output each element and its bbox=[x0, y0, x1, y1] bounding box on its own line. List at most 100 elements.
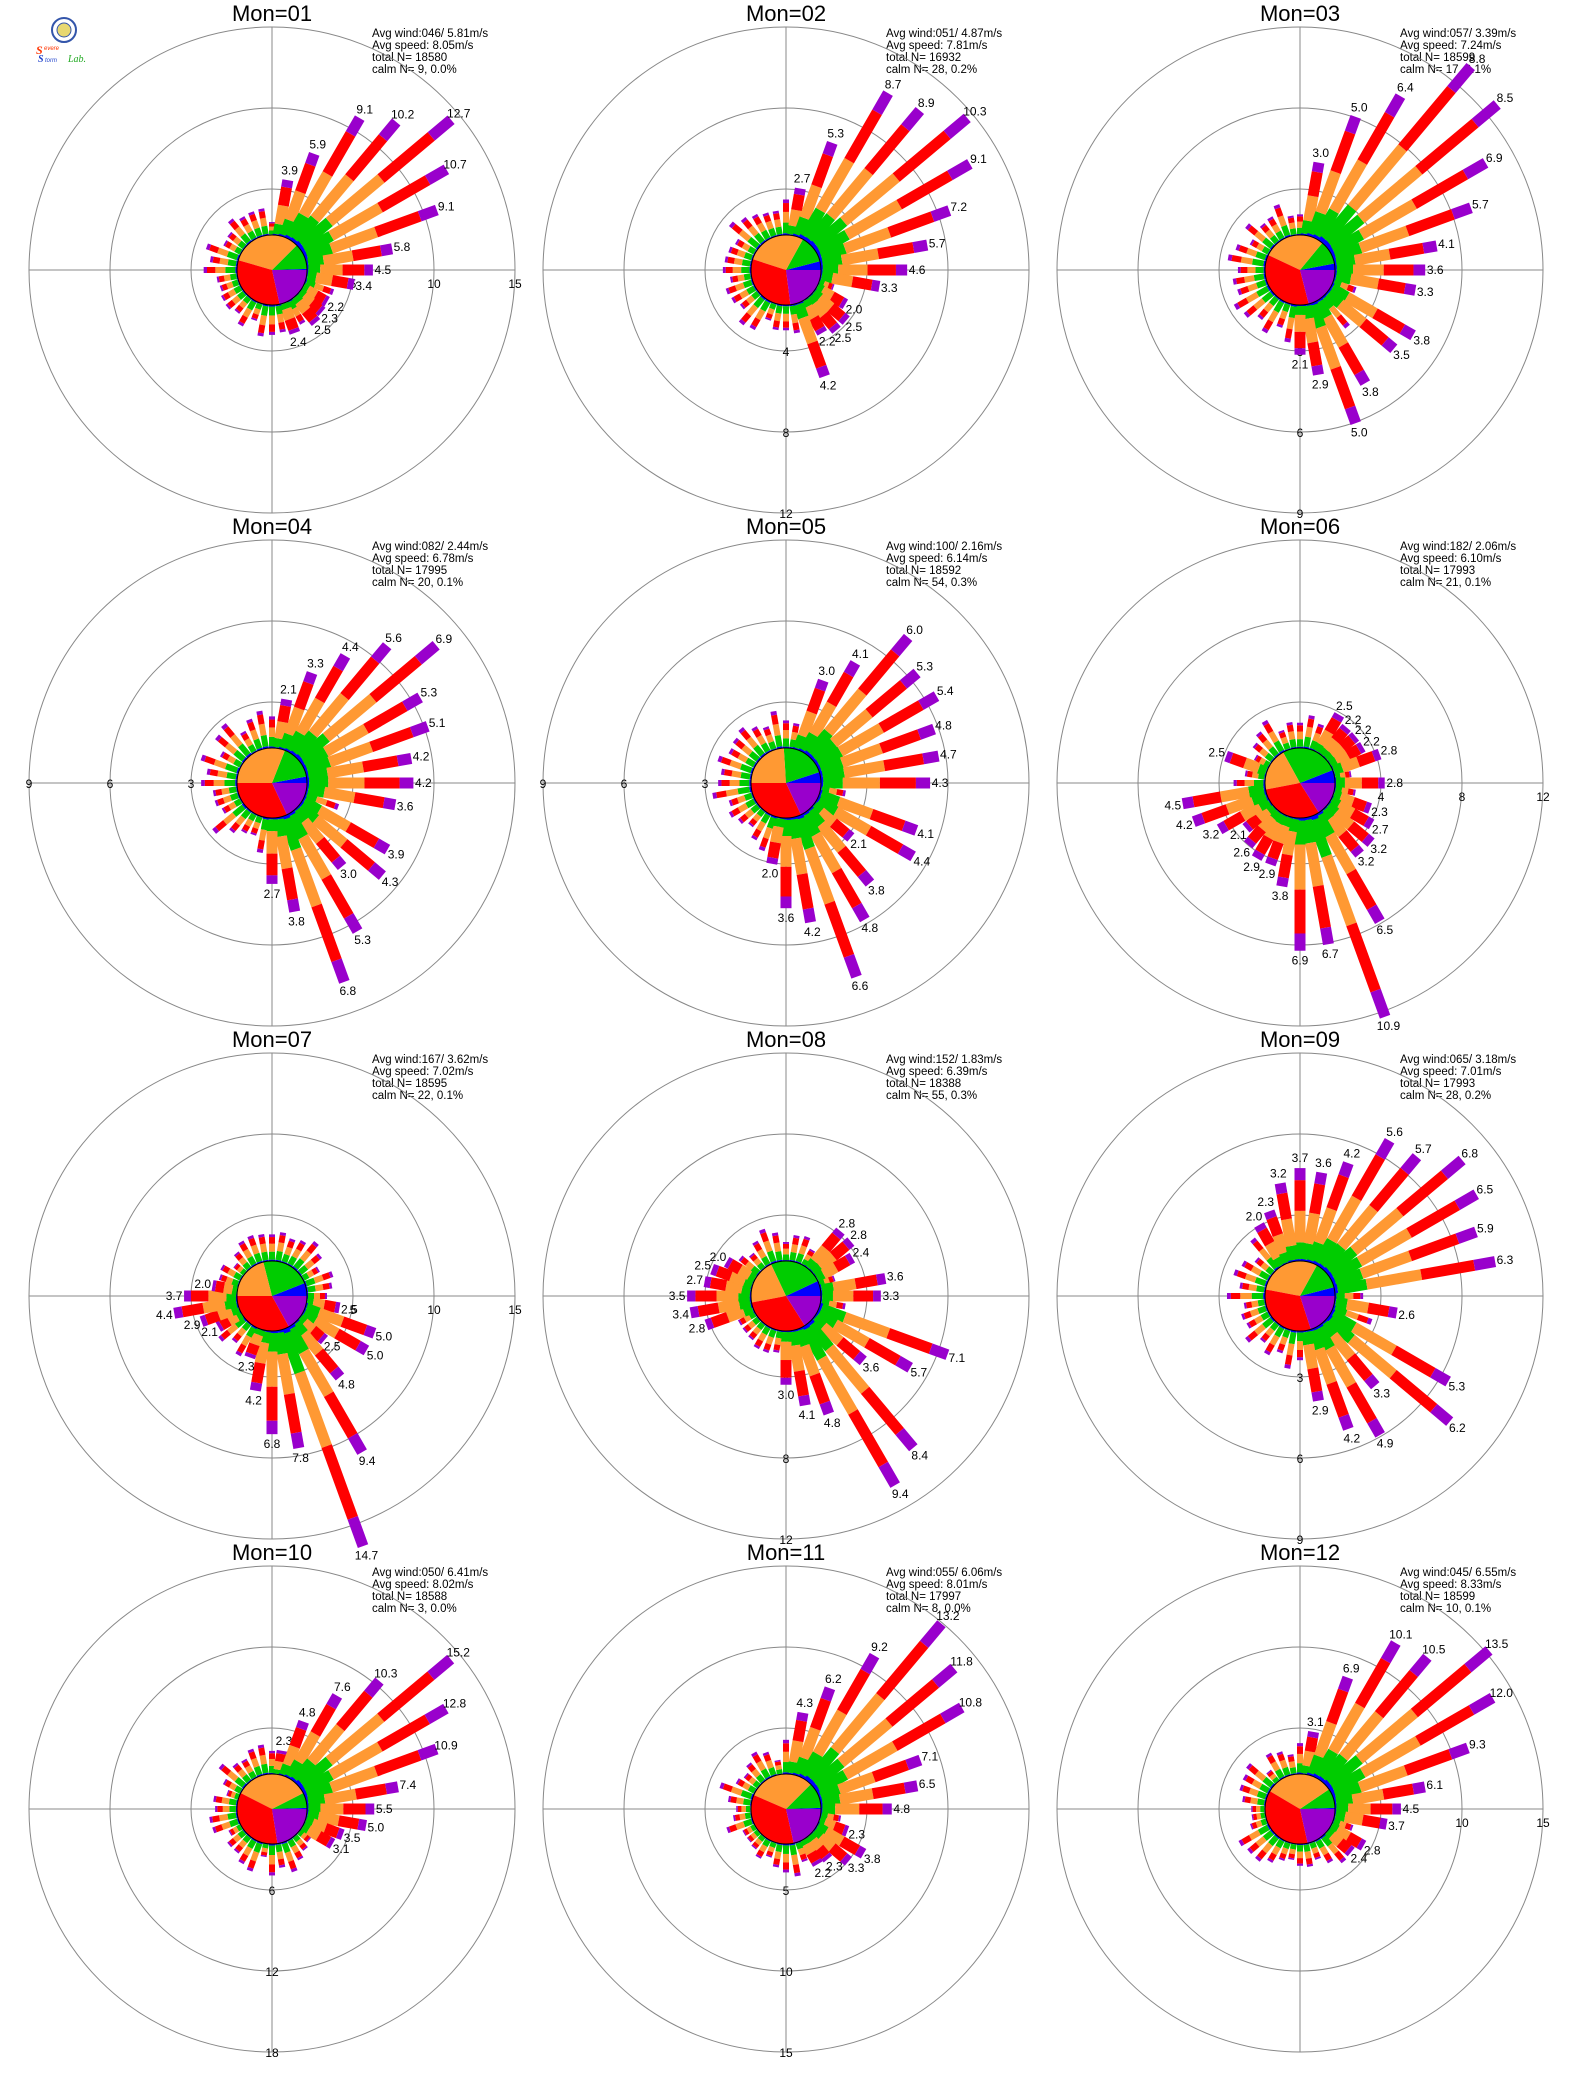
ring-tick-label: 6 bbox=[269, 1884, 276, 1898]
spoke-segment bbox=[250, 1757, 260, 1768]
spoke-value-label: 6.9 bbox=[1292, 954, 1309, 968]
spoke-segment bbox=[1245, 291, 1260, 304]
spoke-segment bbox=[227, 1268, 237, 1278]
spoke-segment bbox=[742, 1798, 751, 1806]
spoke-segment bbox=[1248, 1765, 1259, 1776]
spoke-segment bbox=[1331, 762, 1345, 776]
spoke-value-label: 4.4 bbox=[342, 640, 359, 654]
spoke-segment bbox=[335, 1827, 345, 1840]
spoke-segment bbox=[829, 1241, 850, 1261]
spoke-segment bbox=[905, 1754, 923, 1771]
spoke-segment bbox=[815, 1309, 838, 1330]
spoke-segment bbox=[340, 1316, 368, 1336]
spoke-segment bbox=[1256, 1258, 1265, 1267]
spoke-segment bbox=[818, 790, 841, 808]
stats-line: Avg wind:057/ 3.39m/s bbox=[1400, 28, 1516, 40]
spoke-segment bbox=[1422, 240, 1438, 254]
spoke-segment bbox=[211, 1280, 217, 1292]
spoke-segment bbox=[304, 1259, 315, 1270]
spoke-segment bbox=[1248, 1787, 1259, 1797]
spoke-segment bbox=[747, 1270, 758, 1283]
spoke-segment bbox=[1282, 1841, 1291, 1850]
spoke-segment bbox=[768, 1329, 777, 1338]
spoke-segment bbox=[745, 757, 756, 768]
spoke-segment bbox=[1225, 795, 1255, 815]
spoke-segment bbox=[229, 1828, 236, 1836]
spoke-segment bbox=[833, 1814, 840, 1822]
spoke-segment bbox=[274, 204, 289, 226]
spoke-segment bbox=[1327, 1195, 1362, 1244]
pie-slice bbox=[237, 1296, 289, 1332]
spoke-segment bbox=[1258, 757, 1267, 766]
spoke-segment bbox=[752, 728, 762, 738]
spoke-segment bbox=[233, 1792, 240, 1800]
spoke-segment bbox=[293, 681, 314, 711]
spoke-segment bbox=[242, 1261, 252, 1271]
spoke-segment bbox=[1267, 216, 1274, 222]
spoke-segment bbox=[1318, 746, 1332, 760]
spoke-segment bbox=[273, 1760, 286, 1771]
spoke-segment bbox=[1288, 1761, 1296, 1769]
spoke-segment bbox=[1358, 1765, 1408, 1793]
spoke-value-label: 8.7 bbox=[885, 78, 902, 92]
spoke-value-label: 5.6 bbox=[1386, 1125, 1403, 1139]
spoke-segment bbox=[326, 761, 365, 779]
spoke-segment bbox=[216, 1305, 234, 1321]
spoke-segment bbox=[1261, 327, 1269, 334]
spoke-segment bbox=[750, 804, 761, 814]
spoke-segment bbox=[1334, 1296, 1348, 1310]
spoke-segment bbox=[1261, 719, 1269, 727]
spoke-segment bbox=[1255, 834, 1274, 856]
spoke-segment bbox=[1346, 284, 1355, 293]
spoke-value-label: 3.0 bbox=[340, 867, 357, 881]
spoke-segment bbox=[238, 1240, 245, 1246]
spoke-segment bbox=[276, 1242, 285, 1252]
spoke-segment bbox=[720, 768, 725, 776]
spoke-segment bbox=[315, 305, 326, 317]
spoke-segment bbox=[1261, 1332, 1270, 1342]
pie-slice bbox=[1300, 770, 1335, 783]
spoke-segment bbox=[1313, 1325, 1335, 1351]
spoke-segment bbox=[1280, 736, 1289, 745]
spoke-segment bbox=[689, 1306, 700, 1319]
spoke-segment bbox=[811, 738, 838, 763]
spoke-segment bbox=[347, 1433, 367, 1455]
spoke-segment bbox=[744, 1812, 752, 1820]
spoke-segment bbox=[1361, 1814, 1381, 1829]
spoke-segment bbox=[233, 749, 246, 762]
spoke-segment bbox=[258, 210, 266, 219]
spoke-segment bbox=[380, 243, 394, 257]
spoke-segment bbox=[301, 747, 329, 769]
spoke-segment bbox=[747, 246, 757, 255]
spoke-segment bbox=[901, 106, 925, 132]
spoke-value-label: 4.2 bbox=[804, 925, 821, 939]
spoke-segment bbox=[239, 1268, 247, 1276]
spoke-segment bbox=[1330, 1767, 1366, 1795]
spoke-value-label: 2.9 bbox=[1259, 867, 1276, 881]
spoke-segment bbox=[310, 1818, 328, 1834]
spoke-segment bbox=[1345, 1832, 1362, 1848]
ring-tick-label: 9 bbox=[1297, 1533, 1304, 1547]
spoke-segment bbox=[291, 1758, 316, 1784]
spoke-value-label: 4.3 bbox=[932, 776, 949, 790]
spoke-segment bbox=[1351, 1322, 1397, 1356]
spoke-segment bbox=[1319, 807, 1335, 823]
spoke-segment bbox=[767, 841, 781, 859]
spoke-value-label: 2.3 bbox=[321, 311, 338, 325]
spoke-segment bbox=[229, 792, 239, 801]
pie-slice bbox=[1269, 1774, 1329, 1809]
spoke-value-label: 4.3 bbox=[796, 1696, 813, 1710]
spoke-segment bbox=[769, 302, 777, 310]
stats-line: Avg wind:065/ 3.18m/s bbox=[1400, 1054, 1516, 1066]
spoke-segment bbox=[1267, 1857, 1274, 1863]
spoke-segment bbox=[1286, 817, 1300, 833]
plot-title: Mon=04 bbox=[232, 514, 312, 539]
spoke-segment bbox=[799, 731, 819, 754]
spoke-value-label: 2.5 bbox=[314, 323, 331, 337]
spoke-segment bbox=[1327, 245, 1337, 258]
spoke-segment bbox=[752, 1754, 762, 1764]
pie-slice bbox=[1300, 1296, 1335, 1330]
pie-outline bbox=[1264, 1773, 1336, 1845]
spoke-segment bbox=[214, 799, 220, 807]
spoke-segment bbox=[1257, 733, 1268, 744]
